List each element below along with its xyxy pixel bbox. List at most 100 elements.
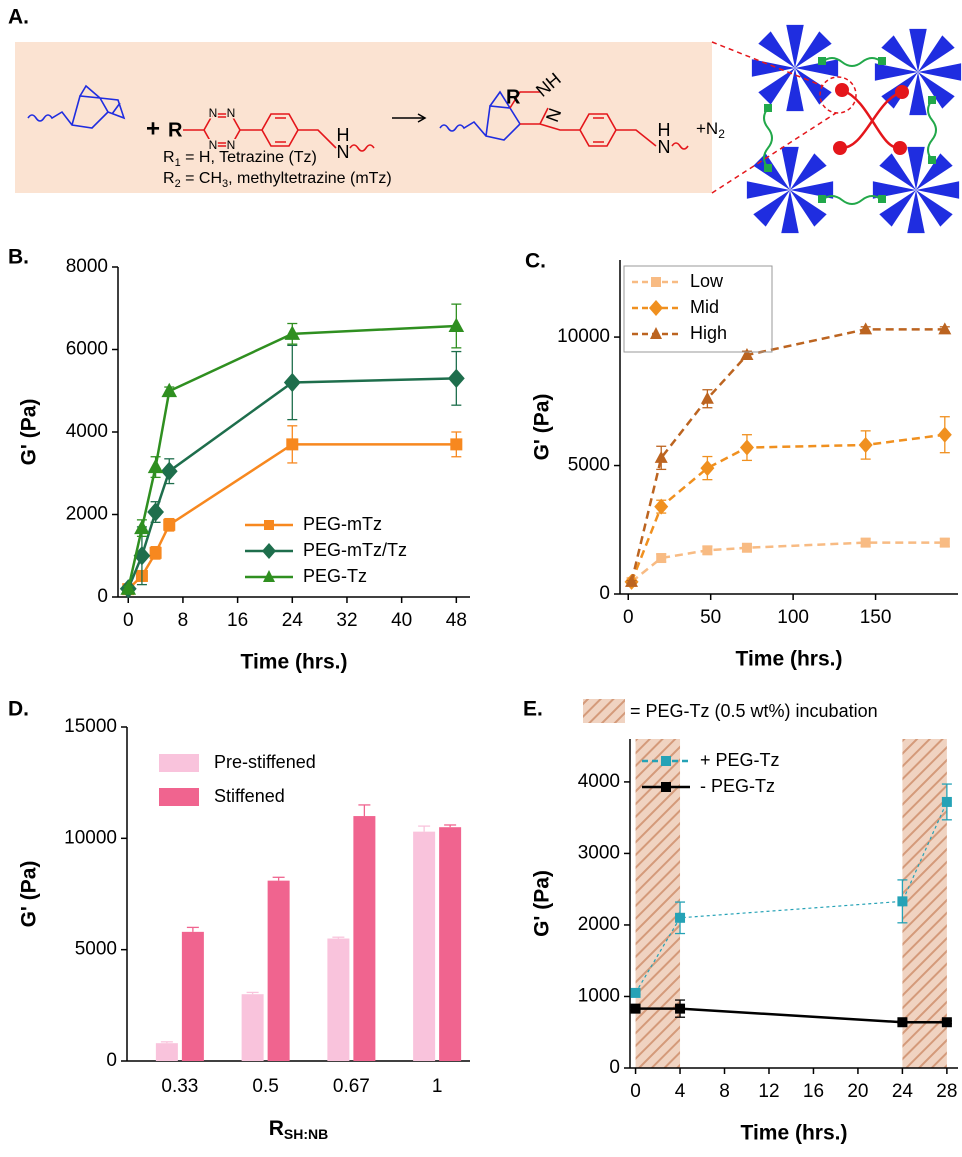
star-arm <box>746 181 790 199</box>
series-line <box>630 433 945 583</box>
bar <box>413 831 436 1061</box>
x-tick-label: 0 <box>623 607 634 628</box>
x-tick-label: 1 <box>432 1076 443 1097</box>
x-tick-label: 32 <box>336 610 357 631</box>
marker <box>702 545 713 556</box>
product-ring <box>509 91 689 150</box>
legend-label: PEG-mTz <box>303 514 382 534</box>
product-r-group: R <box>506 86 521 108</box>
error-bar <box>272 876 285 881</box>
star-arm <box>874 63 918 81</box>
ring-atom: N <box>209 106 218 120</box>
star-arm <box>879 153 916 190</box>
x-tick-label: 0 <box>123 610 134 631</box>
marker <box>939 537 950 548</box>
shaded-legend-swatch <box>583 699 625 723</box>
chart-panel: B. 0 2000 4000 6000 8000 0 8 16 24 32 40 48 Time (hrs… <box>8 246 470 674</box>
bar <box>327 938 350 1061</box>
star-arm <box>909 72 927 116</box>
marker <box>897 1017 908 1028</box>
x-axis-label: RSH:NB <box>269 1117 329 1142</box>
series-line <box>635 801 948 994</box>
note-subscript: 1 <box>175 157 181 169</box>
x-tick-label: 0.33 <box>161 1076 198 1097</box>
x-tick-label: 20 <box>847 1081 868 1102</box>
marker <box>858 436 873 453</box>
series-line <box>630 541 945 583</box>
y-tick-label: 10000 <box>64 827 117 848</box>
y-axis-label: G' (Pa) <box>531 394 554 461</box>
byproduct-subscript: 2 <box>718 127 725 141</box>
x-tick-label: 48 <box>446 610 467 631</box>
star-arm <box>786 24 804 68</box>
marker <box>120 580 137 595</box>
marker <box>149 546 162 559</box>
y-tick-label: 8000 <box>66 256 108 277</box>
marker <box>739 439 754 456</box>
panel-label: B. <box>8 246 29 269</box>
marker <box>630 1003 641 1014</box>
star-arm <box>758 31 795 68</box>
marker <box>283 372 301 393</box>
star-arm <box>916 190 953 227</box>
legend-symbol <box>650 327 662 339</box>
legend-label: - PEG-Tz <box>700 776 775 796</box>
product-amine-atom: H <box>658 120 671 140</box>
note-text: R <box>163 149 175 166</box>
y-tick-label: 4000 <box>578 771 620 792</box>
error-bar <box>418 825 431 832</box>
bar <box>155 1043 178 1061</box>
star-arm <box>790 153 827 190</box>
marker <box>161 382 178 398</box>
marker <box>740 348 754 361</box>
error-bar <box>358 804 371 817</box>
legend-marker <box>651 277 661 287</box>
legend-label: PEG-mTz/Tz <box>303 540 407 560</box>
y-tick-label: 0 <box>599 583 610 604</box>
star-arm <box>795 59 839 77</box>
chart-panel: E. = PEG-Tz (0.5 wt%) incubation 0 1000 2000… <box>523 698 958 1145</box>
star-arm <box>786 68 804 112</box>
panel-label: C. <box>525 250 546 273</box>
y-tick-label: 2000 <box>66 504 108 525</box>
y-tick-label: 4000 <box>66 421 108 442</box>
marker <box>941 1017 952 1028</box>
legend-swatch <box>159 754 199 772</box>
y-axis-label: G' (Pa) <box>18 399 41 466</box>
note-text: R <box>163 170 175 187</box>
x-tick-label: 150 <box>860 607 892 628</box>
marker <box>630 987 641 998</box>
ring-atom: N <box>227 106 236 120</box>
star-arm <box>879 190 916 227</box>
marker <box>450 438 463 451</box>
series-line <box>630 328 945 583</box>
marker <box>700 460 715 477</box>
error-bar <box>246 991 259 995</box>
norbornene <box>27 84 126 129</box>
y-tick-label: 1000 <box>578 985 620 1006</box>
marker <box>447 368 465 388</box>
legend-symbol <box>661 756 671 766</box>
star-arm <box>918 72 955 109</box>
byproduct: +N2 <box>696 119 725 141</box>
error-bar <box>186 926 199 932</box>
marker <box>284 325 301 340</box>
star-arm <box>751 59 795 77</box>
star-arm <box>795 31 832 68</box>
ring-atom: N <box>227 138 236 152</box>
star-arm <box>790 190 827 227</box>
shaded-region <box>902 739 947 1068</box>
legend-label: + PEG-Tz <box>700 750 780 770</box>
marker <box>700 391 714 404</box>
star-arm <box>758 68 795 105</box>
product-norbornane <box>439 90 522 141</box>
error-bar <box>332 936 345 939</box>
marker <box>675 912 686 923</box>
reaction-arrowhead <box>417 113 427 123</box>
scheme-note: R1 = H, Tetrazine (Tz) <box>163 149 317 169</box>
byproduct-part: +N <box>696 119 718 138</box>
x-tick-label: 8 <box>719 1081 730 1102</box>
marker <box>675 1003 686 1014</box>
